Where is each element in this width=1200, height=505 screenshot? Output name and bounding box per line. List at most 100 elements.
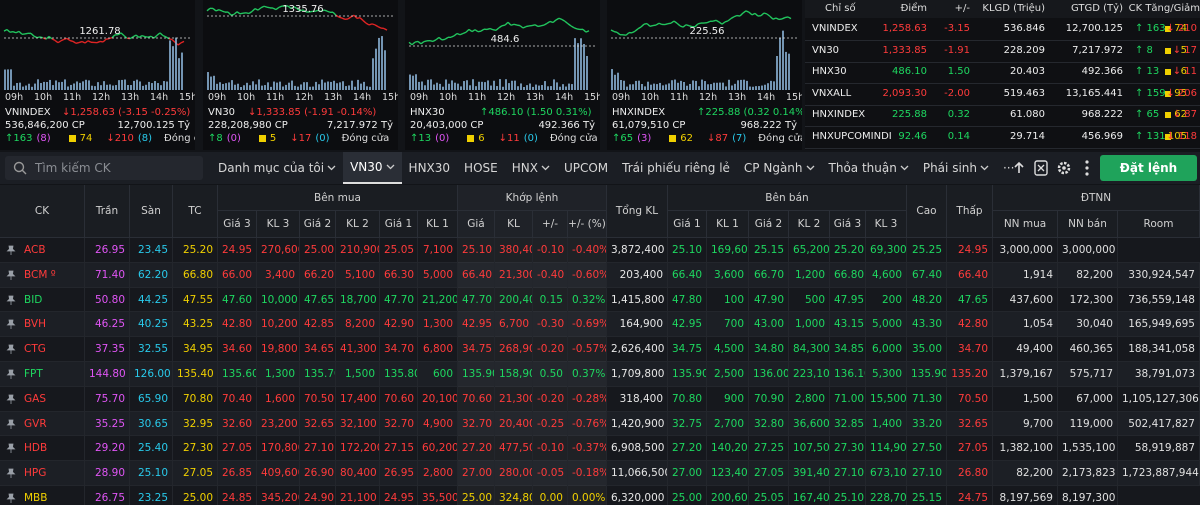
board-cell: 165,949,695 <box>1118 312 1200 338</box>
tab[interactable]: Thỏa thuận <box>822 152 916 184</box>
pin-icon[interactable] <box>6 394 16 404</box>
intraday-line <box>275 6 280 11</box>
pin-icon[interactable] <box>6 319 16 330</box>
board-cell: 47.70 <box>458 287 495 313</box>
pin-icon[interactable] <box>6 344 16 355</box>
volume-bar <box>457 83 459 90</box>
symbol[interactable]: ACB <box>0 238 85 263</box>
board-row <box>0 337 1200 362</box>
intraday-line <box>60 38 65 42</box>
volume-bar <box>124 79 126 90</box>
volume-bar <box>175 37 177 90</box>
intraday-line <box>486 27 491 31</box>
volume-bar <box>442 86 444 90</box>
order-button[interactable]: Đặt lệnh <box>1100 155 1197 181</box>
breadth-row: ↑8 (0) 5 ↓17 (0) Đóng cửa <box>208 133 389 144</box>
board-cell: 32.75 <box>668 411 707 437</box>
volume-bar <box>360 83 362 90</box>
board-row <box>0 461 1200 486</box>
index-volume: 519.463 <box>1003 87 1045 99</box>
tab[interactable]: Phái sinh <box>916 152 996 184</box>
volume-bar <box>112 85 114 90</box>
unchanged-icon <box>1165 26 1171 32</box>
ceiling-count: (0) <box>226 133 241 144</box>
toolbar-icons <box>1014 160 1089 176</box>
pin-icon[interactable] <box>6 295 16 305</box>
board-cell: 32.95 <box>173 411 218 437</box>
volume-bar <box>451 80 453 90</box>
tab[interactable]: ··· <box>996 152 1021 184</box>
pin-icon[interactable] <box>6 270 16 280</box>
index-name: VNINDEX <box>812 23 858 34</box>
board-cell: 135.20 <box>947 362 993 387</box>
board-cell: 46.25 <box>85 312 130 338</box>
board-cell: 0.15 <box>533 287 568 313</box>
intraday-line <box>278 5 283 8</box>
board-cell: 65,200 <box>789 238 830 263</box>
board-cell: 144.80 <box>85 362 130 387</box>
volume-bar <box>106 84 108 90</box>
pin-icon[interactable] <box>6 493 16 503</box>
intraday-line <box>335 14 340 18</box>
search-box[interactable]: Tìm kiếm CK <box>5 156 203 180</box>
pin-icon[interactable] <box>6 369 16 379</box>
pin-icon[interactable] <box>6 245 16 255</box>
volume-bar <box>746 80 748 90</box>
intraday-line <box>501 24 506 27</box>
tab[interactable]: CP Ngành <box>737 152 822 184</box>
board-cell: 0.32% <box>568 287 607 313</box>
symbol[interactable]: HPG <box>0 461 85 486</box>
board-cell: 32.85 <box>830 411 866 437</box>
volume-bar <box>88 80 90 90</box>
volume-bar <box>130 85 132 90</box>
volume-bar <box>94 86 96 90</box>
pin-icon[interactable] <box>6 419 16 429</box>
tab[interactable]: HNX <box>505 152 557 184</box>
chevron <box>900 165 909 171</box>
menu-icon[interactable] <box>1085 160 1089 176</box>
intraday-line <box>42 37 47 40</box>
tab[interactable]: HNX30 <box>402 152 458 184</box>
tab[interactable]: UPCOM <box>557 152 615 184</box>
intraday-line <box>441 38 446 41</box>
intraday-line <box>212 7 217 12</box>
pin-shape <box>6 419 16 429</box>
settings-icon[interactable] <box>1057 161 1071 175</box>
symbol[interactable]: CTG <box>0 337 85 362</box>
tab[interactable]: Trái phiếu riêng lẻ <box>615 152 737 184</box>
pin-icon[interactable] <box>6 468 16 479</box>
tab-label: Danh mục của tôi <box>218 161 325 175</box>
time-label: 10h <box>237 92 256 103</box>
board-cell: 70.80 <box>173 386 218 412</box>
intraday-line <box>706 20 711 24</box>
volume-bar <box>662 85 664 90</box>
intraday-line <box>245 12 250 15</box>
intraday-line <box>751 12 756 16</box>
board-cell: 1,054 <box>993 312 1058 338</box>
upload-icon[interactable] <box>1014 161 1024 173</box>
board-cell: 66.40 <box>668 262 707 288</box>
board-cell: 27.00 <box>458 461 495 486</box>
tab[interactable]: VN30 <box>343 152 402 184</box>
intraday-line <box>468 28 473 33</box>
symbol[interactable]: BID <box>0 287 85 313</box>
board-cell: 25.20 <box>173 238 218 263</box>
tab[interactable]: Danh mục của tôi <box>211 152 343 184</box>
volume-bar <box>64 79 66 90</box>
symbol[interactable]: BVH <box>0 312 85 338</box>
symbol[interactable]: MBB <box>0 486 85 505</box>
board-cell: 82,200 <box>1058 262 1118 288</box>
symbol[interactable]: BCM º <box>0 262 85 288</box>
index-change: -1.91 <box>944 44 970 56</box>
pin-icon[interactable] <box>6 443 16 454</box>
symbol[interactable]: FPT <box>0 362 85 387</box>
board-cell: 34.70 <box>380 337 418 362</box>
symbol[interactable]: HDB <box>0 436 85 462</box>
tab[interactable]: HOSE <box>457 152 505 184</box>
reference-label: 1335.76 <box>282 4 323 15</box>
board-row <box>0 287 1200 313</box>
symbol[interactable]: GAS <box>0 386 85 412</box>
volume-bar <box>686 85 688 90</box>
symbol[interactable]: GVR <box>0 411 85 437</box>
excel-icon[interactable] <box>1034 160 1048 176</box>
